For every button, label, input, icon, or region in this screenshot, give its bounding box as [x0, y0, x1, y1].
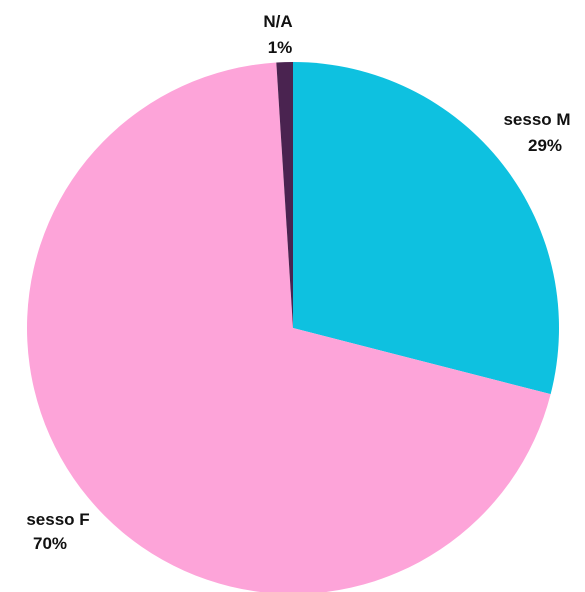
- pie-slices: [27, 62, 559, 592]
- slice-label-sesso-f: sesso F: [26, 510, 89, 529]
- slice-value-na: 1%: [268, 38, 293, 57]
- slice-label-na: N/A: [263, 12, 292, 31]
- pie-slice-sesso-f: [27, 62, 551, 592]
- slice-label-sesso-m: sesso M: [503, 110, 570, 129]
- slice-value-sesso-f: 70%: [33, 534, 67, 553]
- pie-labels: sesso M 29% sesso F 70% N/A 1%: [26, 12, 570, 553]
- pie-slice-sesso-m: [293, 62, 559, 395]
- slice-value-sesso-m: 29%: [528, 136, 562, 155]
- pie-slice-n-a: [276, 62, 293, 328]
